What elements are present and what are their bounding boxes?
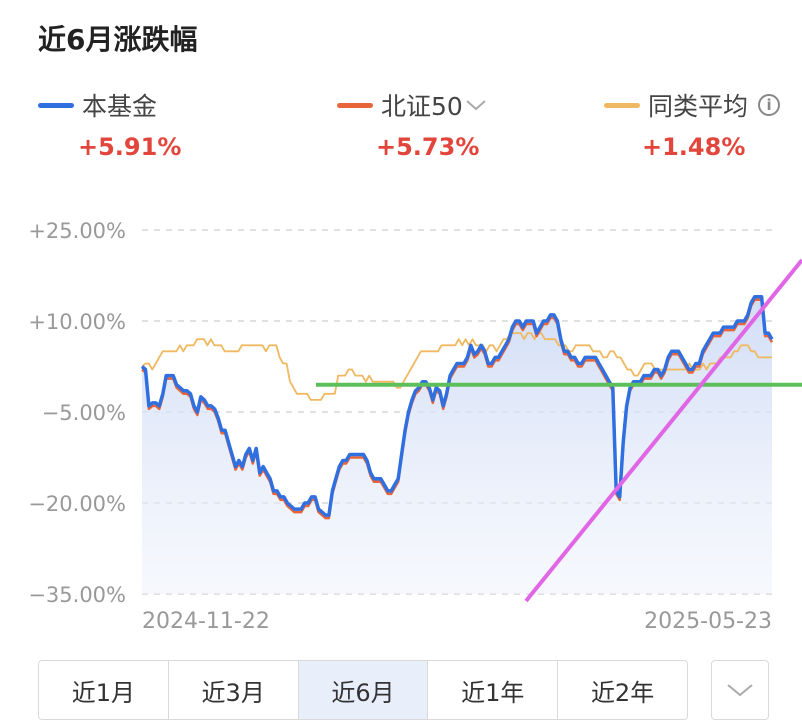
y-tick-label: +25.00% (28, 219, 126, 243)
series-line-2 (141, 332, 772, 401)
info-icon[interactable]: i (758, 94, 781, 116)
period-button-1m[interactable]: 近1月 (39, 661, 169, 719)
y-tick-label: −20.00% (28, 492, 126, 516)
legend-label-benchmark: 北证50 (381, 92, 463, 121)
x-axis-start-label: 2024-11-22 (142, 609, 270, 634)
legend-value-category-average: +1.48% (642, 133, 746, 161)
trend-annotation-line (524, 258, 802, 603)
x-axis-end-label: 2025-05-23 (644, 609, 772, 634)
chevron-down-icon[interactable] (465, 93, 487, 117)
more-periods-button[interactable] (711, 660, 769, 720)
y-axis-ticks: +25.00% +10.00% −5.00% −20.00% −35.00% (28, 219, 126, 607)
period-button-6m[interactable]: 近6月 (298, 661, 429, 719)
legend-label-category-average: 同类平均 (648, 92, 749, 121)
legend-item-benchmark[interactable]: 北证50 (337, 88, 487, 122)
legend-item-fund[interactable]: 本基金 (38, 88, 157, 122)
line-chart[interactable]: +25.00% +10.00% −5.00% −20.00% −35.00% 2024-… (0, 200, 802, 640)
legend-value-benchmark: +5.73% (376, 133, 480, 161)
legend-line-category-average (604, 102, 640, 108)
annotation-lines (316, 258, 802, 603)
fund-area-fill (142, 296, 772, 594)
chevron-down-icon (727, 684, 753, 697)
y-tick-label: −35.00% (28, 583, 126, 607)
legend-item-category-average[interactable]: 同类平均 i (604, 88, 781, 122)
period-button-3m[interactable]: 近3月 (169, 661, 299, 719)
series-lines (140, 294, 774, 520)
legend-line-fund (38, 102, 74, 108)
legend-line-benchmark (337, 102, 373, 108)
series-line-0 (140, 294, 774, 517)
period-button-1y[interactable]: 近1年 (428, 661, 559, 719)
period-selector: 近1月 近3月 近6月 近1年 近2年 (38, 660, 688, 720)
legend-value-fund: +5.91% (78, 133, 182, 161)
page-title: 近6月涨跌幅 (38, 23, 198, 56)
legend-label-fund: 本基金 (82, 92, 158, 121)
period-button-2y[interactable]: 近2年 (590, 678, 655, 707)
y-tick-label: +10.00% (28, 310, 126, 334)
y-tick-label: −5.00% (42, 401, 126, 425)
